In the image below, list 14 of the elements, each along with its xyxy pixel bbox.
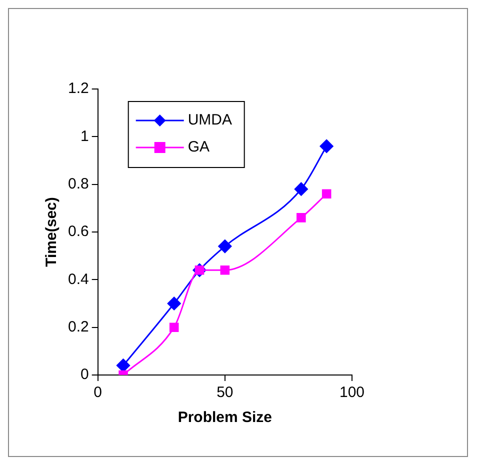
y-tick-label: 0 [80,366,89,384]
x-tick-label: 0 [94,384,102,402]
legend-label: GA [188,138,210,156]
y-tick-label: 0.4 [68,270,89,288]
x-tick-label: 100 [339,384,365,402]
legend-label: UMDA [188,112,232,129]
y-tick-label: 0.6 [68,223,89,240]
x-tick-label: 50 [216,384,234,402]
x-axis-title: Problem Size [178,409,272,426]
y-tick-label: 1 [80,128,89,145]
y-tick-label: 0.8 [68,175,89,192]
y-axis-title: Time(sec) [43,197,60,267]
y-tick-label: 0.2 [68,318,89,336]
y-tick-label: 1.2 [68,80,89,98]
